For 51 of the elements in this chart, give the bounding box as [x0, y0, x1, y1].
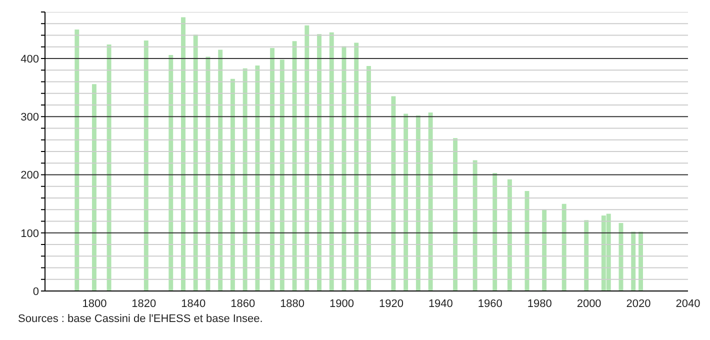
bar: [242, 68, 248, 291]
bar: [329, 32, 334, 291]
bar: [562, 204, 566, 291]
bar: [74, 29, 80, 291]
source-note: Sources : base Cassini de l'EHESS et base Insee.: [18, 313, 264, 325]
x-tick-label: 1920: [378, 298, 404, 310]
y-tick-label: 0: [32, 286, 39, 298]
bar: [354, 42, 359, 291]
bar: [366, 66, 371, 291]
bar: [218, 50, 223, 291]
x-tick-label: 2020: [626, 298, 651, 310]
bar: [280, 60, 284, 291]
bar: [270, 48, 274, 291]
x-tick-label: 2000: [576, 298, 602, 310]
x-tick-label: 1880: [280, 298, 305, 310]
x-tick-label: 1900: [330, 298, 354, 310]
bar: [391, 96, 396, 291]
x-tick-label: 1860: [230, 298, 256, 310]
bar: [317, 34, 322, 291]
bar: [631, 232, 636, 291]
bar: [416, 115, 420, 291]
bar: [168, 55, 174, 291]
bar: [638, 232, 643, 291]
x-tick-label: 1800: [82, 298, 107, 310]
x-tick-label: 1960: [478, 298, 502, 310]
bar: [230, 78, 235, 291]
y-tick-label: 100: [20, 228, 39, 240]
x-tick-label: 1820: [132, 298, 156, 310]
y-tick-label: 200: [20, 170, 39, 182]
bar: [292, 41, 297, 291]
bar: [144, 40, 148, 291]
bar: [492, 173, 498, 291]
bar: [404, 114, 408, 291]
bar: [472, 160, 478, 291]
bar: [92, 84, 96, 291]
x-tick-label: 1840: [181, 298, 206, 310]
bar: [453, 138, 458, 291]
bar: [181, 17, 186, 291]
bar: [255, 65, 260, 291]
x-tick-label: 1940: [428, 298, 453, 310]
bar: [304, 25, 310, 291]
y-tick-label: 400: [20, 53, 39, 66]
bar: [584, 220, 589, 291]
x-tick-label: 2040: [676, 298, 700, 310]
y-tick-label: 300: [20, 112, 39, 124]
bar: [507, 179, 512, 291]
x-tick-label: 1980: [527, 298, 552, 310]
bar: [193, 34, 198, 291]
bar: [542, 210, 547, 291]
bar: [428, 112, 433, 291]
bar: [106, 44, 112, 291]
